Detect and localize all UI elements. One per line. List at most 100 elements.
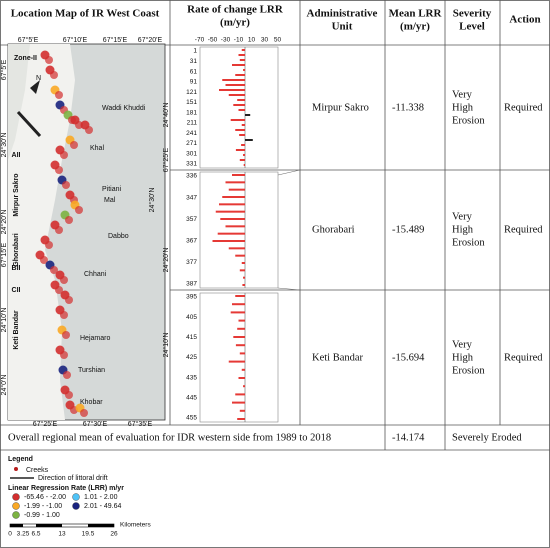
lrr-bar — [237, 418, 245, 420]
lrr-bar — [245, 139, 253, 141]
map-dot — [45, 241, 53, 249]
severity: High — [452, 224, 474, 235]
transect-label: 405 — [186, 314, 197, 321]
lrr-bar — [243, 385, 245, 388]
map-coord: 24°20'N — [0, 210, 8, 235]
lrr-bar — [238, 319, 245, 322]
north-label: N — [36, 75, 41, 82]
overall-mean: -14.174 — [392, 432, 425, 443]
lrr-bar — [235, 129, 245, 131]
map-coord: 67°5'E — [18, 36, 39, 44]
mean-lrr: -15.694 — [392, 352, 425, 363]
map-dot — [80, 409, 88, 417]
map-dot — [50, 71, 58, 79]
lrr-bar — [239, 134, 245, 136]
lrr-bar — [228, 188, 245, 191]
legend-class: 1.01 - 2.00 — [84, 494, 118, 501]
legend-creeks: Creeks — [26, 467, 49, 474]
lrr-bar — [242, 284, 245, 286]
place-label: Mal — [104, 197, 116, 204]
map-coord: 24°30'N — [148, 188, 156, 213]
severity: High — [452, 352, 474, 363]
lrr-tick-label: 10 — [248, 37, 256, 44]
lrr-bar — [235, 295, 245, 297]
legend-class: -1.99 - -1.00 — [24, 503, 62, 510]
transect-label: 61 — [190, 68, 198, 75]
lrr-bar — [241, 124, 245, 126]
transect-label: 377 — [186, 259, 197, 266]
zone-label: BII — [12, 265, 21, 272]
transect-label: 435 — [186, 374, 197, 381]
lrr-bar — [235, 344, 245, 347]
creek-icon — [14, 467, 18, 471]
mean-lrr: -15.489 — [392, 224, 424, 235]
connector — [277, 287, 301, 291]
legend-title: Legend — [8, 456, 33, 463]
transect-label: 445 — [186, 395, 197, 402]
scale-label: 19.5 — [82, 531, 95, 538]
transect-label: 331 — [186, 161, 197, 168]
lrr-bar — [233, 336, 245, 338]
map-coord: 24°10'N — [162, 333, 170, 358]
header-map: Location Map of IR West Coast — [11, 8, 160, 20]
severity: Very — [452, 339, 473, 350]
legend-swatch — [72, 502, 80, 510]
map-dot — [55, 286, 63, 294]
place-label: Zone-II — [14, 55, 37, 62]
transect-label: 387 — [186, 281, 197, 288]
scale-unit: Kilometers — [120, 522, 151, 529]
severity: Very — [452, 89, 473, 100]
transect-label: 1 — [193, 48, 197, 55]
lrr-bar — [228, 360, 245, 363]
lrr-panel — [199, 171, 279, 289]
place-label: Chhani — [84, 271, 107, 278]
lrr-bar — [228, 247, 245, 250]
unit: Keti Bandar — [312, 352, 364, 363]
lrr-bar — [220, 218, 245, 220]
transect-label: 211 — [187, 120, 198, 127]
map-dot — [60, 276, 68, 284]
lrr-bar — [237, 99, 245, 101]
lrr-bar — [233, 104, 245, 106]
map-dot — [70, 141, 78, 149]
map-dot — [62, 331, 70, 339]
lrr-bar — [241, 144, 245, 146]
transect-label: 121 — [186, 89, 197, 96]
table-rows: Mirpur Sakro -11.338 Very High Erosion Requir… — [312, 89, 543, 376]
scale-label: 0 — [8, 531, 12, 538]
map-coord: 67°30'E — [83, 420, 108, 428]
lrr-bar — [222, 79, 245, 81]
header-mean: Mean LRR — [389, 8, 443, 20]
scale-seg — [88, 524, 114, 527]
lrr-bar — [235, 254, 245, 257]
action: Required — [504, 102, 543, 113]
severity: High — [452, 102, 474, 113]
map-dot — [60, 351, 68, 359]
transect-label: 336 — [186, 173, 197, 180]
lrr-bar — [239, 269, 245, 272]
place-label: Pitiani — [102, 186, 122, 193]
lrr-bar — [241, 368, 245, 371]
lrr-bar — [232, 303, 245, 306]
lrr-bar — [212, 240, 245, 242]
transect-label: 347 — [186, 194, 197, 201]
header-lrr: Rate of change LRR — [187, 4, 284, 16]
map-dot — [55, 166, 63, 174]
lrr-bar — [239, 59, 245, 61]
lrr-bar — [230, 119, 245, 121]
place-label: Khobar — [80, 399, 103, 406]
lrr-panel — [199, 292, 279, 423]
lrr-bar — [243, 154, 245, 156]
map-coord: 24°20'N — [162, 248, 170, 273]
map-dots — [16, 50, 93, 417]
place-label: Turshian — [78, 367, 105, 374]
lrr-bar — [241, 49, 245, 51]
place-label: Dabbo — [108, 233, 129, 240]
lrr-bar — [219, 89, 245, 91]
place-label: Khal — [90, 145, 104, 152]
header-unit: Administrative — [307, 8, 378, 20]
map-coord: 67°20'E — [138, 36, 163, 44]
severity: Erosion — [452, 115, 485, 126]
zone-label: AII — [12, 152, 21, 159]
